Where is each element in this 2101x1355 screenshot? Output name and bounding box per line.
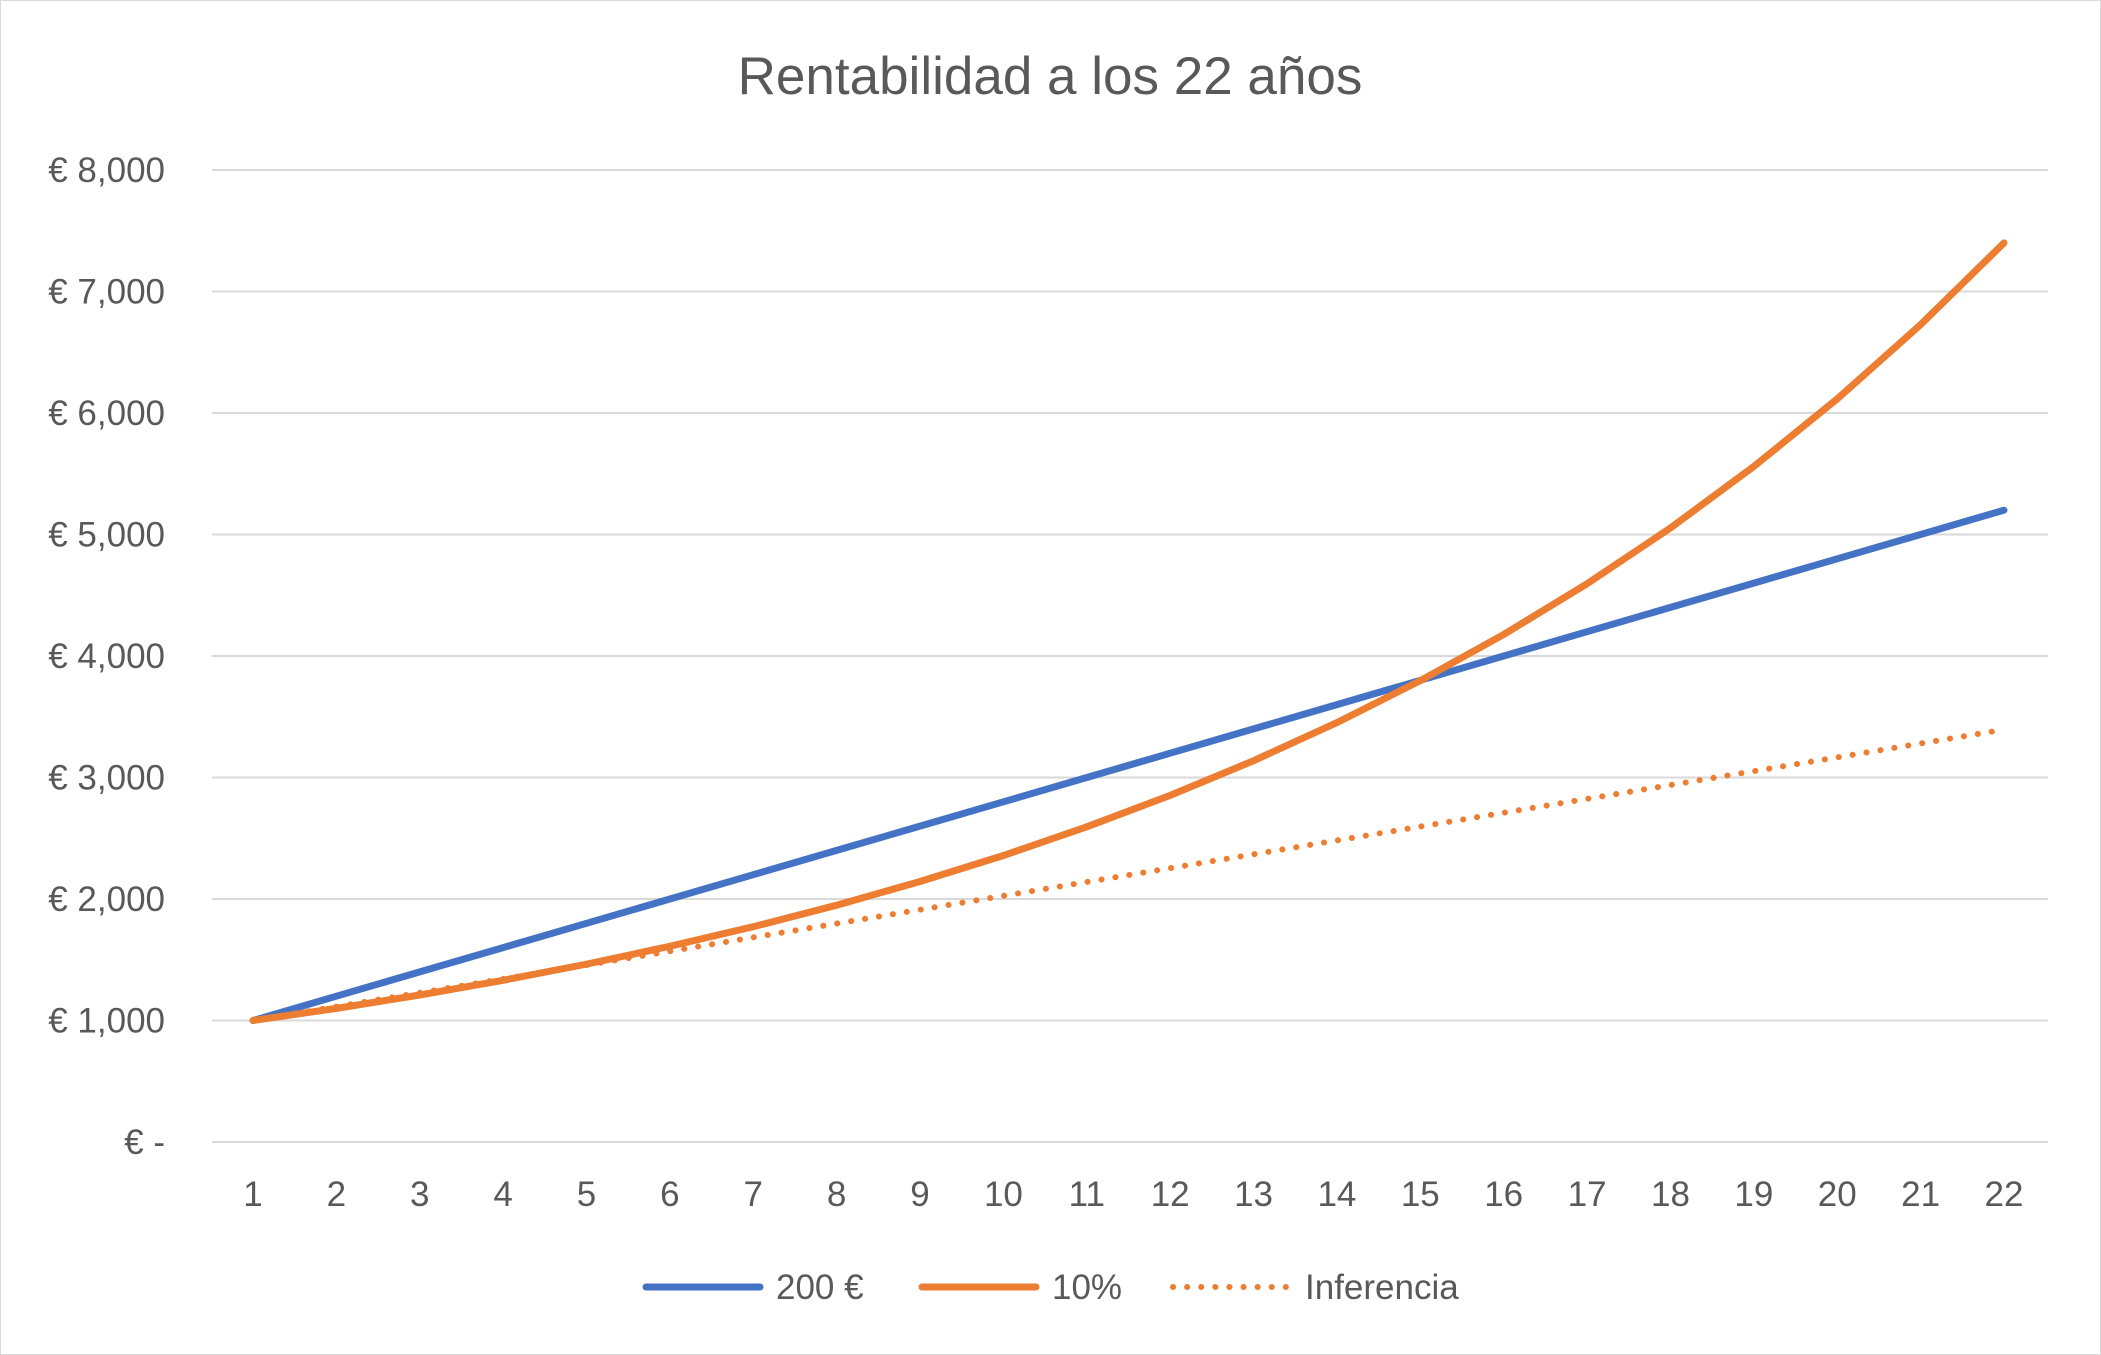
y-tick-label: € - bbox=[124, 1123, 165, 1162]
y-tick-label: € 7,000 bbox=[48, 273, 165, 312]
x-tick-label: 7 bbox=[744, 1175, 763, 1214]
x-tick-label: 22 bbox=[1985, 1175, 2024, 1214]
y-tick-label: € 5,000 bbox=[48, 516, 165, 555]
y-tick-label: € 8,000 bbox=[48, 151, 165, 190]
x-tick-label: 20 bbox=[1818, 1175, 1857, 1214]
legend-label: 200 € bbox=[776, 1268, 864, 1307]
chart-title: Rentabilidad a los 22 años bbox=[738, 47, 1363, 106]
x-tick-label: 18 bbox=[1651, 1175, 1690, 1214]
x-axis-ticks: 1 2 3 4 5 6 7 8 9 10 11 12 13 14 15 16 17 18 19 20 21 22 bbox=[243, 1175, 2023, 1214]
y-tick-label: € 4,000 bbox=[48, 637, 165, 676]
x-tick-label: 8 bbox=[827, 1175, 846, 1214]
y-tick-label: € 2,000 bbox=[48, 880, 165, 919]
y-tick-label: € 3,000 bbox=[48, 759, 165, 798]
series-line-200 bbox=[249, 506, 2008, 1024]
series-line-inferencia bbox=[250, 726, 2007, 1024]
grid-lines bbox=[212, 169, 2048, 1143]
x-tick-label: 10 bbox=[984, 1175, 1023, 1214]
x-tick-label: 17 bbox=[1568, 1175, 1607, 1214]
legend: 200 € 10% Inferencia bbox=[642, 1268, 1459, 1307]
x-tick-label: 15 bbox=[1401, 1175, 1440, 1214]
x-tick-label: 9 bbox=[910, 1175, 929, 1214]
y-axis-ticks: € - € 1,000 € 2,000 € 3,000 € 4,000 € 5,000 € … bbox=[48, 151, 165, 1162]
x-tick-label: 19 bbox=[1734, 1175, 1773, 1214]
series-lines bbox=[249, 239, 2008, 1024]
x-tick-label: 2 bbox=[327, 1175, 346, 1214]
x-tick-label: 3 bbox=[410, 1175, 429, 1214]
series-line-10pct bbox=[249, 239, 2008, 1024]
x-tick-label: 12 bbox=[1151, 1175, 1190, 1214]
x-tick-label: 5 bbox=[577, 1175, 596, 1214]
x-tick-label: 6 bbox=[660, 1175, 679, 1214]
x-tick-label: 21 bbox=[1901, 1175, 1940, 1214]
y-tick-label: € 1,000 bbox=[48, 1002, 165, 1041]
x-tick-label: 4 bbox=[493, 1175, 512, 1214]
x-tick-label: 11 bbox=[1069, 1175, 1105, 1214]
legend-label: Inferencia bbox=[1305, 1268, 1459, 1307]
legend-label: 10% bbox=[1052, 1268, 1122, 1307]
x-tick-label: 16 bbox=[1484, 1175, 1523, 1214]
x-tick-label: 1 bbox=[243, 1175, 262, 1214]
x-tick-label: 14 bbox=[1317, 1175, 1356, 1214]
y-tick-label: € 6,000 bbox=[48, 394, 165, 433]
x-tick-label: 13 bbox=[1234, 1175, 1273, 1214]
